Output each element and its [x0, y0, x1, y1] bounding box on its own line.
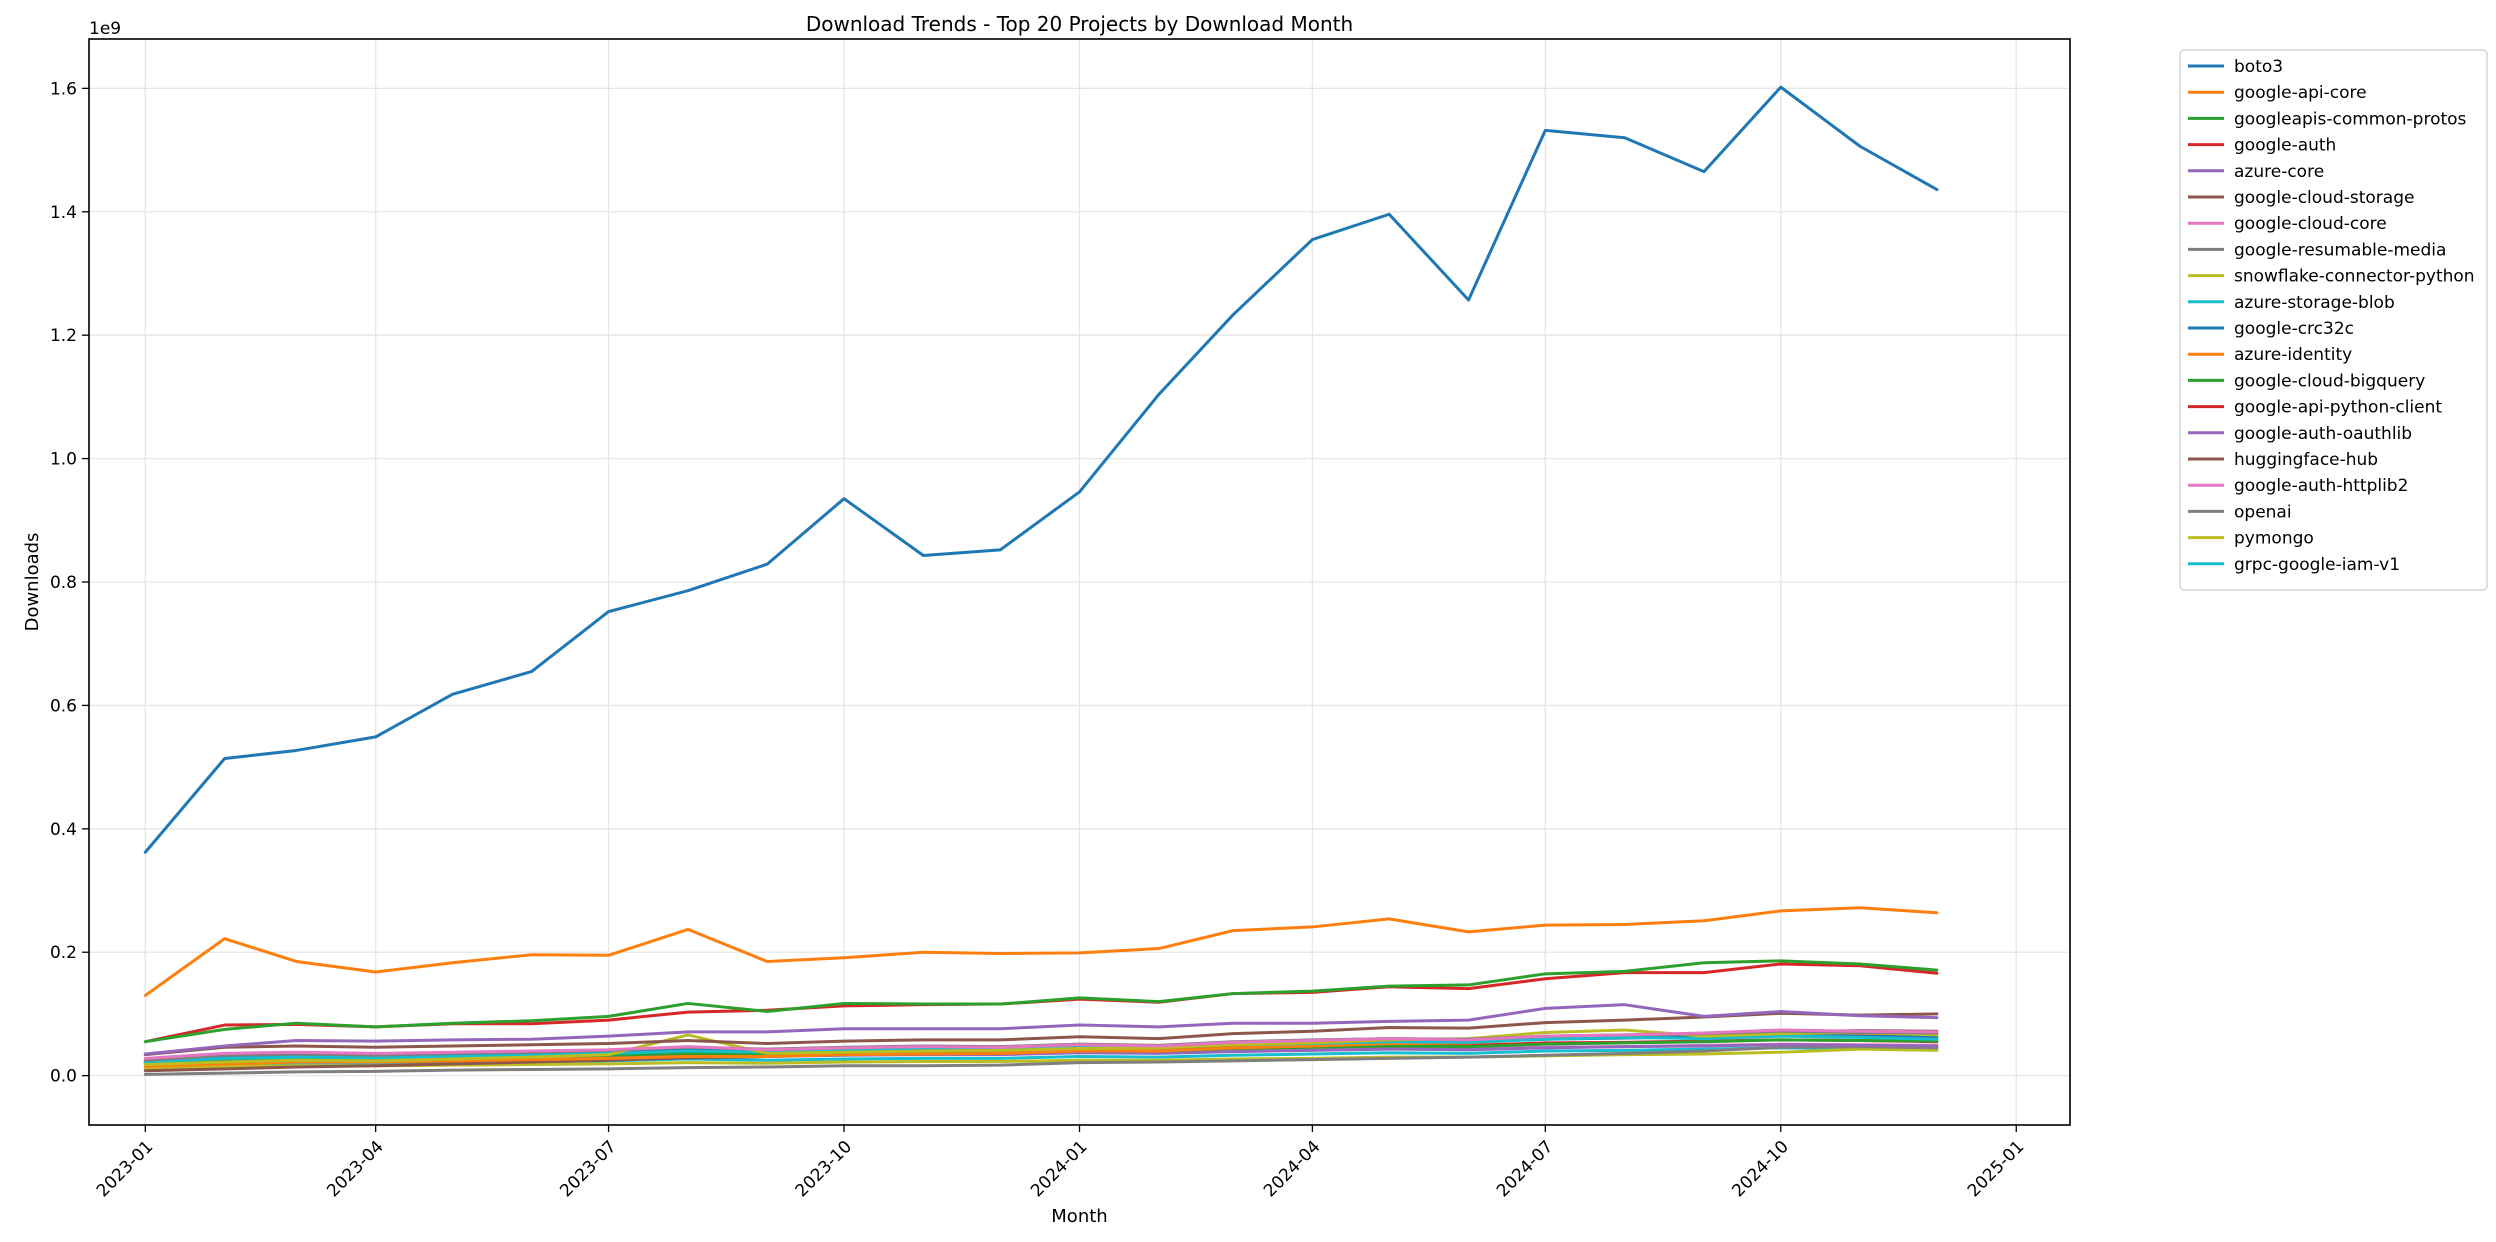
legend-label: google-auth: [2234, 136, 2336, 156]
y-axis-ticks: 0.0 0.2 0.4 0.6 0.8 1.0 1.2 1.4 1.6: [50, 79, 89, 1087]
legend-label: openai: [2234, 502, 2292, 522]
y-tick-label: 0.2: [50, 943, 77, 963]
y-tick-label: 1.4: [50, 203, 77, 223]
legend-entries: boto3 google-api-core googleapis-common-pr…: [2188, 57, 2475, 575]
chart-title: Download Trends - Top 20 Projects by Dow…: [806, 12, 1353, 36]
y-tick-label: 0.4: [50, 820, 77, 840]
x-tick-label: 2025-01: [1964, 1137, 2028, 1201]
series-line-googleapis-common-protos: [143, 959, 1939, 1044]
y-tick-label: 1.0: [50, 450, 77, 470]
y-tick-label: 0.8: [50, 573, 77, 593]
legend-label: googleapis-common-protos: [2234, 109, 2467, 129]
y-tick-label: 0.0: [50, 1067, 77, 1087]
legend-label: boto3: [2234, 57, 2283, 77]
legend-label: huggingface-hub: [2234, 450, 2378, 470]
x-tick-label: 2024-07: [1493, 1137, 1557, 1201]
y-axis-offset-label: 1e9: [89, 19, 121, 39]
series-line-boto3: [143, 85, 1939, 854]
y-tick-label: 1.2: [50, 326, 77, 346]
legend-label: google-crc32c: [2234, 319, 2354, 339]
legend-label: google-cloud-core: [2234, 214, 2387, 234]
x-tick-label: 2023-01: [93, 1137, 157, 1201]
x-tick-label: 2024-01: [1027, 1137, 1091, 1201]
x-axis-ticks: 2023-01 2023-04 2023-07 2023-10 2024-01 2024-…: [93, 1125, 2028, 1201]
legend-label: google-api-python-client: [2234, 398, 2442, 418]
legend-label: azure-identity: [2234, 345, 2352, 365]
x-tick-label: 2023-07: [556, 1137, 620, 1201]
x-tick-label: 2023-04: [323, 1137, 387, 1201]
legend-label: snowflake-connector-python: [2234, 267, 2475, 287]
x-axis-label: Month: [1051, 1206, 1107, 1227]
series-line-google-auth: [143, 962, 1939, 1044]
legend-label: grpc-google-iam-v1: [2234, 555, 2400, 575]
x-tick-label: 2024-10: [1728, 1137, 1792, 1201]
x-tick-label: 2024-04: [1260, 1137, 1324, 1201]
y-axis-label: Downloads: [22, 533, 43, 632]
y-tick-label: 0.6: [50, 696, 77, 716]
legend: boto3 google-api-core googleapis-common-pr…: [2179, 49, 2488, 591]
legend-label: google-api-core: [2234, 83, 2367, 103]
legend-label: pymongo: [2234, 529, 2314, 549]
x-tick-label: 2023-10: [792, 1137, 856, 1201]
y-tick-label: 1.6: [50, 79, 77, 99]
legend-label: azure-core: [2234, 162, 2324, 182]
series-line-google-cloud-storage: [143, 1011, 1939, 1057]
grid: [89, 39, 2070, 1125]
series-line-google-api-core: [143, 906, 1939, 997]
legend-frame: [2179, 49, 2488, 591]
series-line-azure-core: [143, 1003, 1939, 1056]
series-line-snowflake-connector-python: [143, 1028, 1939, 1067]
series-lines: [143, 85, 1939, 1076]
series-line-openai: [143, 1045, 1939, 1076]
legend-label: google-auth-oauthlib: [2234, 424, 2412, 444]
legend-label: google-cloud-storage: [2234, 188, 2414, 208]
legend-label: google-resumable-media: [2234, 240, 2446, 260]
legend-label: google-auth-httplib2: [2234, 476, 2408, 496]
legend-label: azure-storage-blob: [2234, 293, 2395, 313]
legend-label: google-cloud-bigquery: [2234, 371, 2425, 391]
series-line-google-cloud-core: [143, 1028, 1939, 1060]
